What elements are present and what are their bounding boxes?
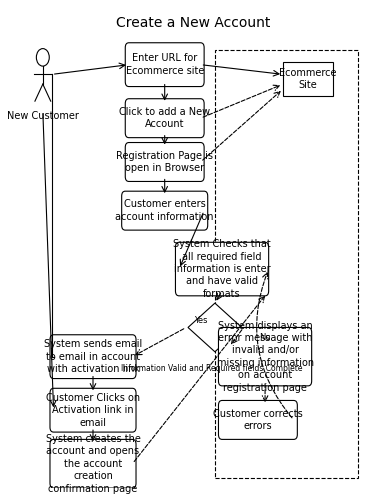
Text: Yes: Yes [194,316,207,324]
Text: Customer enters
account information: Customer enters account information [116,200,214,222]
FancyBboxPatch shape [175,242,269,296]
Bar [283,62,333,96]
Text: No: No [259,332,271,342]
FancyBboxPatch shape [50,388,136,432]
Text: System creates the
account and opens
the account
creation
confirmation page: System creates the account and opens the… [46,434,141,494]
Text: Information Valid and Required fields Complete: Information Valid and Required fields Co… [120,364,302,373]
Text: System sends email
to email in account
with activation link: System sends email to email in account w… [44,340,142,374]
Text: System displays an
error message with
invalid and/or
missing information
on acco: System displays an error message with in… [217,320,314,392]
FancyBboxPatch shape [125,98,204,138]
Text: Customer Clicks on
Activation link in
email: Customer Clicks on Activation link in em… [46,393,140,428]
FancyBboxPatch shape [122,191,208,230]
Text: Click to add a New
Account: Click to add a New Account [119,107,210,130]
Text: Ecommerce
Site: Ecommerce Site [279,68,337,90]
Text: Create a New Account: Create a New Account [116,16,270,30]
Text: Customer corrects
errors: Customer corrects errors [213,408,303,431]
FancyBboxPatch shape [50,335,136,378]
Text: System Checks that
all required field
information is enter
and have valid
format: System Checks that all required field in… [173,240,271,299]
FancyBboxPatch shape [50,440,136,488]
Bar [215,50,358,478]
Text: New Customer: New Customer [7,111,79,121]
FancyBboxPatch shape [125,142,204,182]
FancyBboxPatch shape [218,400,297,440]
Polygon shape [188,303,242,352]
Text: Registration Page is
open in Browser: Registration Page is open in Browser [116,151,213,173]
Text: Enter URL for
Ecommerce site: Enter URL for Ecommerce site [126,54,204,76]
FancyBboxPatch shape [125,43,204,86]
FancyBboxPatch shape [218,328,312,386]
